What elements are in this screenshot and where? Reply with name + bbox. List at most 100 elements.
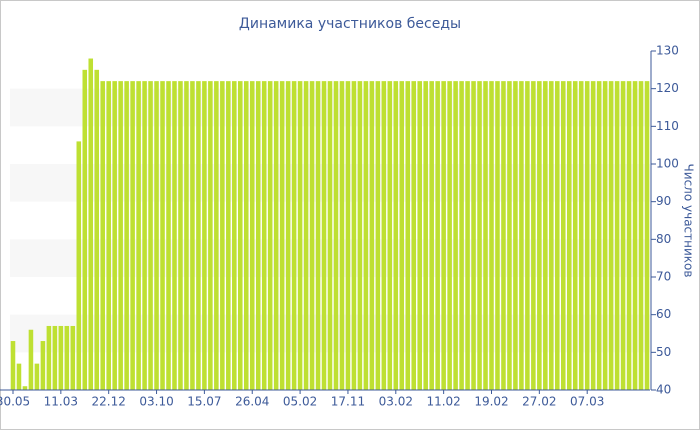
y-tick-label: 90 xyxy=(656,194,671,208)
x-tick-label: 22.12 xyxy=(92,395,126,409)
bar xyxy=(136,81,141,390)
bar xyxy=(100,81,105,390)
bar xyxy=(226,81,231,390)
bar xyxy=(130,81,135,390)
bar xyxy=(381,81,387,390)
bar xyxy=(142,81,147,390)
bar xyxy=(46,325,52,390)
bar xyxy=(249,81,255,390)
x-tick-label: 05.02 xyxy=(283,395,317,409)
bar xyxy=(202,81,207,390)
bar xyxy=(555,81,560,390)
bar xyxy=(88,58,94,391)
bar xyxy=(333,81,339,390)
bar xyxy=(154,81,159,390)
bar xyxy=(220,81,225,390)
bar xyxy=(166,81,171,390)
bar xyxy=(525,81,530,390)
bar xyxy=(459,81,464,390)
x-tick-label: 27.02 xyxy=(522,395,556,409)
bar xyxy=(375,81,381,390)
y-tick-label: 80 xyxy=(656,232,671,246)
bar xyxy=(399,81,405,390)
bar xyxy=(118,81,123,390)
bar xyxy=(590,81,596,390)
bar xyxy=(178,81,183,390)
bar xyxy=(184,81,189,390)
bar xyxy=(214,81,219,390)
x-tick-label: 03.02 xyxy=(379,395,413,409)
x-tick-label: 26.04 xyxy=(235,395,269,409)
bar xyxy=(602,81,608,390)
bar xyxy=(501,81,506,390)
bar xyxy=(626,81,632,390)
bar xyxy=(94,69,100,390)
bar xyxy=(584,81,590,390)
bar xyxy=(417,81,422,390)
bar xyxy=(429,81,434,390)
bar xyxy=(190,81,195,390)
bar xyxy=(22,386,28,390)
y-tick-label: 50 xyxy=(656,345,671,359)
bar xyxy=(447,81,452,390)
bar xyxy=(148,81,153,390)
bar xyxy=(309,81,315,390)
bar xyxy=(52,325,58,390)
bar xyxy=(423,81,428,390)
bar xyxy=(411,81,417,390)
y-tick-label: 60 xyxy=(656,307,671,321)
bar xyxy=(40,341,46,390)
bar xyxy=(255,81,261,390)
bar xyxy=(560,81,566,390)
bar xyxy=(435,81,440,390)
bar xyxy=(549,81,554,390)
bar xyxy=(267,81,273,390)
bar xyxy=(238,81,243,390)
bar xyxy=(363,81,369,390)
bar xyxy=(495,81,500,390)
bar xyxy=(297,81,303,390)
bar xyxy=(393,81,399,390)
bar xyxy=(489,81,494,390)
bar xyxy=(441,81,446,390)
bar xyxy=(507,81,512,390)
bar xyxy=(572,81,578,390)
bar xyxy=(70,325,76,390)
y-tick-label: 40 xyxy=(656,383,671,397)
bar xyxy=(339,81,345,390)
x-tick-label: 19.02 xyxy=(474,395,508,409)
x-tick-label: 17.11 xyxy=(331,395,365,409)
bar xyxy=(160,81,165,390)
x-tick-label: 15.07 xyxy=(187,395,221,409)
x-tick-label: 03.10 xyxy=(139,395,173,409)
x-tick-label: 07.03 xyxy=(570,395,604,409)
bar xyxy=(315,81,321,390)
bar xyxy=(465,81,470,390)
bar xyxy=(291,81,297,390)
bar xyxy=(531,81,536,390)
bar xyxy=(513,81,518,390)
bar xyxy=(578,81,584,390)
bar xyxy=(243,81,249,390)
bar xyxy=(16,363,22,390)
y-tick-label: 110 xyxy=(656,119,679,133)
x-tick-label: 11.03 xyxy=(44,395,78,409)
bar xyxy=(453,81,458,390)
bar xyxy=(58,325,64,390)
bar xyxy=(477,81,482,390)
bar xyxy=(232,81,237,390)
bar xyxy=(519,81,524,390)
bar xyxy=(369,81,375,390)
y-tick-label: 100 xyxy=(656,157,679,171)
bar xyxy=(632,81,638,390)
bar xyxy=(483,81,488,390)
bar xyxy=(261,81,267,390)
bar xyxy=(196,81,201,390)
bar xyxy=(279,81,285,390)
bar xyxy=(34,363,40,390)
bar xyxy=(64,325,70,390)
bar xyxy=(387,81,393,390)
bar xyxy=(614,81,620,390)
bar xyxy=(321,81,327,390)
